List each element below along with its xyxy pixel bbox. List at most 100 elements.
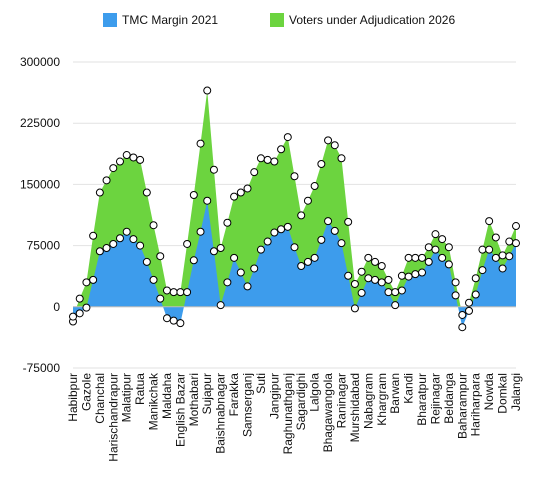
marker [122, 227, 131, 236]
area-voters [73, 90, 516, 317]
marker [431, 245, 440, 254]
y-tick-label: 0 [53, 300, 60, 314]
marker [303, 196, 312, 205]
marker [69, 312, 77, 321]
marker [75, 294, 84, 303]
marker [330, 226, 339, 235]
marker [263, 237, 272, 246]
marker [95, 188, 104, 197]
marker [418, 253, 427, 262]
x-tick-label: Manikchak [147, 372, 161, 430]
x-tick-label: Chanchal [93, 373, 107, 424]
legend-label: Voters under Adjudication 2026 [289, 13, 455, 27]
marker [491, 253, 500, 262]
x-tick-label: Beldanga [442, 373, 456, 424]
marker [263, 155, 272, 164]
marker [256, 154, 265, 163]
marker [478, 266, 487, 275]
y-tick-label: 75000 [27, 239, 61, 253]
marker [498, 264, 507, 273]
marker [458, 323, 467, 332]
marker [243, 184, 252, 193]
marker [223, 218, 232, 227]
marker [115, 234, 124, 243]
marker [283, 222, 292, 231]
x-tick-label: Habibpur [66, 373, 80, 422]
marker [505, 252, 514, 261]
marker [391, 301, 400, 310]
marker [303, 257, 312, 266]
marker [324, 136, 333, 145]
marker [411, 253, 420, 262]
marker [75, 309, 84, 318]
marker [330, 141, 339, 150]
marker [142, 188, 151, 197]
marker [350, 304, 359, 313]
marker [169, 316, 178, 325]
marker [136, 241, 145, 250]
marker [290, 172, 299, 181]
marker [471, 290, 480, 299]
marker [451, 291, 460, 300]
marker [397, 286, 406, 295]
x-tick-label: English Bazar [173, 373, 187, 447]
marker [512, 239, 520, 248]
y-tick-label: 225000 [20, 116, 60, 130]
marker [344, 271, 353, 280]
marker [283, 133, 292, 142]
marker [357, 267, 366, 276]
marker [95, 247, 104, 256]
marker [337, 239, 346, 248]
marker [209, 165, 218, 174]
x-tick-label: Nowda [482, 373, 496, 411]
marker [183, 288, 192, 297]
marker [277, 145, 286, 154]
marker [176, 288, 185, 297]
marker [102, 244, 111, 253]
marker [404, 272, 413, 281]
x-tick-label: Murshidabad [348, 373, 362, 442]
marker [465, 306, 474, 315]
x-tick-label: Barwan [388, 373, 402, 414]
marker [142, 257, 151, 266]
marker [109, 164, 118, 173]
marker [384, 288, 393, 297]
marker [115, 157, 124, 166]
marker [458, 310, 467, 319]
marker [250, 168, 259, 177]
marker [357, 288, 366, 297]
marker [189, 191, 198, 200]
marker [371, 275, 380, 284]
marker [203, 196, 212, 205]
marker [478, 245, 487, 254]
legend-swatch [103, 13, 117, 27]
marker [270, 228, 279, 237]
marker [485, 245, 494, 254]
marker [411, 270, 420, 279]
marker [196, 139, 205, 148]
marker [156, 294, 165, 303]
marker [203, 86, 212, 95]
x-tick-label: Bhagawangola [321, 373, 335, 453]
marker [324, 217, 333, 226]
marker [491, 233, 500, 242]
marker [216, 244, 225, 253]
marker [102, 176, 111, 185]
marker [82, 278, 91, 287]
marker [377, 278, 386, 287]
legend-swatch [270, 13, 284, 27]
marker [364, 274, 373, 283]
area-margin [73, 200, 516, 328]
marker [498, 251, 507, 260]
marker [471, 274, 480, 283]
x-tick-label: Raghunathganj [281, 373, 295, 454]
x-tick-label: Suti [254, 373, 268, 394]
x-tick-label: Sujapur [200, 373, 214, 414]
x-tick-label: Baharampur [455, 373, 469, 439]
marker [431, 230, 440, 239]
marker [156, 252, 165, 261]
x-tick-label: Samserganj [241, 373, 255, 437]
marker [270, 157, 279, 166]
x-tick-label: Harischandrapur [106, 373, 120, 462]
x-tick-label: Hariharpara [469, 373, 483, 437]
